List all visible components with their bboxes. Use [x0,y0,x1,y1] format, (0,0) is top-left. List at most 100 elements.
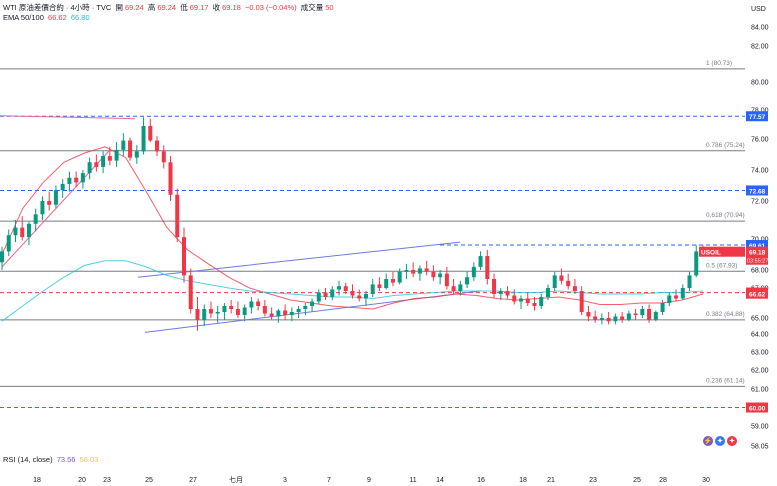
time-axis: 18 20 23 25 27 七月 3 7 9 11 14 16 18 21 23 25 28 30 [33,475,710,484]
candle-body [181,237,186,276]
candle-body [599,318,604,320]
candle-body [310,301,315,306]
candle-body [620,316,625,320]
close-label: 收 [212,3,221,12]
ema-legend[interactable]: EMA 50/100 66.62 66.80 [3,13,92,23]
x-tick-label: 14 [436,477,444,484]
candle-body [141,125,146,152]
candle-body [87,162,92,174]
candle-body [417,268,422,274]
fib-label: 0.618 (70.94) [706,212,745,219]
price-tag [746,240,768,251]
volume-value: 50 [325,3,334,12]
candle-body [350,291,355,296]
candle-body [114,149,119,161]
x-tick-label: 16 [477,477,485,484]
x-tick-label: 11 [409,477,416,484]
candle-body [451,286,456,291]
y-tick-label: 64.00 [751,332,769,339]
candle-body [6,235,11,252]
candle-body [249,301,254,308]
rsi-legend[interactable]: RSI (14, close) 73.56 58.03 [3,455,100,465]
candle-body [694,251,699,276]
candle-body [242,307,247,315]
candle-body [262,306,267,314]
high-value: 69.24 [157,3,177,12]
countdown-label: 03:55:27 [747,259,768,265]
fib-label: 0.382 (64.88) [706,311,745,318]
x-tick-label: 25 [145,477,153,484]
candle-body [572,286,577,291]
candle-body [101,156,106,167]
rsi-ma-value: 58.03 [79,455,99,464]
candle-body [155,140,160,152]
fib-label: 0.236 (61.14) [706,377,745,384]
y-tick-label: 72.00 [751,199,769,206]
candle-body [539,297,544,306]
candle-body [67,177,72,184]
candle-body [60,183,65,191]
candle-body [276,310,281,317]
symbol-name[interactable]: WTI 原油差價合約 · 4小時 · TVC [3,3,112,12]
y-tick-label: 82.00 [751,44,769,51]
change-value: −0.03 (−0.04%) [244,3,297,12]
low-value: 69.17 [189,3,209,12]
price-tag-label: 72.68 [749,188,766,195]
candle-body [188,275,193,309]
y-tick-label: 74.00 [751,168,769,175]
x-tick-label: 9 [367,477,371,484]
candle-body [519,298,524,302]
candle-body [492,279,497,294]
candle-body [33,214,38,224]
flag-icon[interactable]: ✦ [715,436,725,446]
candle-body [323,292,328,297]
candle-body [667,295,672,303]
candle-body [161,151,166,163]
candle-body [505,291,510,296]
last-price-tag [746,246,768,265]
x-tick-label: 3 [283,477,287,484]
x-tick-label: 23 [589,477,597,484]
y-tick-label: 70.00 [751,237,769,244]
rsi-value: 73.56 [56,455,76,464]
symbol-tag [699,246,745,257]
y-tick-label: 59.00 [751,424,769,431]
candle-body [647,309,652,320]
price-tag [746,288,768,299]
candle-body [121,140,126,150]
y-tick-label: 58.05 [751,444,769,451]
candle-body [128,140,133,158]
candle-body [593,316,598,320]
candle-body [485,256,490,279]
x-tick-label: 20 [78,477,86,484]
y-tick-label: 76.00 [751,137,769,144]
candle-body [444,273,449,287]
candle-body [640,309,645,315]
price-tag-label: 69.61 [749,243,766,250]
flag-icon[interactable]: ✦ [727,436,737,446]
candle-body [613,316,618,322]
candle-body [438,273,443,278]
candle-body [80,173,85,183]
candle-body [337,286,342,290]
x-tick-label: 21 [547,477,555,484]
candle-body [404,270,409,272]
fib-label: 0.5 (67.93) [706,262,737,269]
ema-label: EMA 50/100 [3,13,44,22]
candle-body [465,277,470,285]
candle-body [559,275,564,281]
y-tick-label: 63.00 [751,350,769,357]
candle-body [208,309,213,314]
last-price-label: 69.18 [749,250,766,257]
open-label: 開 [115,3,123,12]
channel-upper-line [137,241,461,278]
y-tick-label: 62.00 [751,368,769,375]
volume-label: 成交量 [300,3,324,12]
candle-body [256,301,261,306]
candle-body [498,291,503,294]
lightning-icon[interactable]: ⚡ [703,436,713,446]
candle-body [471,266,476,278]
candle-body [134,151,139,158]
candle-body [215,312,220,314]
